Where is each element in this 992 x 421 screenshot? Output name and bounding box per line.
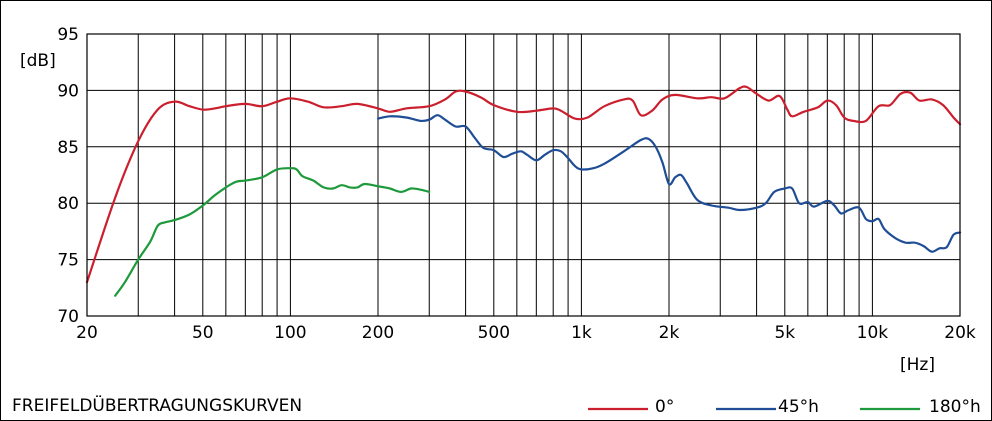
x-tick-label: 1k (571, 323, 592, 343)
legend: 0° 45°h 180°h (588, 397, 981, 417)
x-tick-label: 20k (944, 323, 976, 343)
series-line-1 (376, 114, 962, 253)
x-tick-label: 10k (857, 323, 889, 343)
x-tick-label: 2k (659, 323, 680, 343)
x-tick-label: 50 (192, 323, 214, 343)
x-tick-label: 100 (274, 323, 306, 343)
y-tick-labels: 70 75 80 85 90 95 (57, 25, 79, 327)
x-tick-label: 20 (76, 323, 98, 343)
legend-label-1: 45°h (778, 397, 819, 417)
y-tick-label: 85 (57, 138, 79, 158)
x-tick-label: 5k (774, 323, 795, 343)
y-axis-label: [dB] (20, 51, 56, 71)
y-tick-label: 90 (57, 81, 79, 101)
legend-label-0: 0° (655, 397, 674, 417)
chart-title: FREIFELDÜBERTRAGUNGSKURVEN (12, 394, 302, 416)
x-tick-label: 200 (362, 323, 394, 343)
plot-area-border (86, 33, 961, 317)
legend-label-2: 180°h (929, 397, 981, 417)
y-tick-label: 70 (57, 307, 79, 327)
series-line-2 (114, 167, 431, 297)
y-tick-label: 80 (57, 194, 79, 214)
response-curves (85, 85, 962, 297)
y-tick-label: 75 (57, 251, 79, 271)
y-tick-label: 95 (57, 25, 79, 45)
x-axis-label: [Hz] (900, 355, 935, 375)
x-tick-label: 500 (478, 323, 510, 343)
grid-lines (86, 33, 961, 317)
x-tick-labels: 20 50 100 200 500 1k 2k 5k 10k 20k (76, 323, 976, 343)
series-line-0 (85, 85, 962, 284)
